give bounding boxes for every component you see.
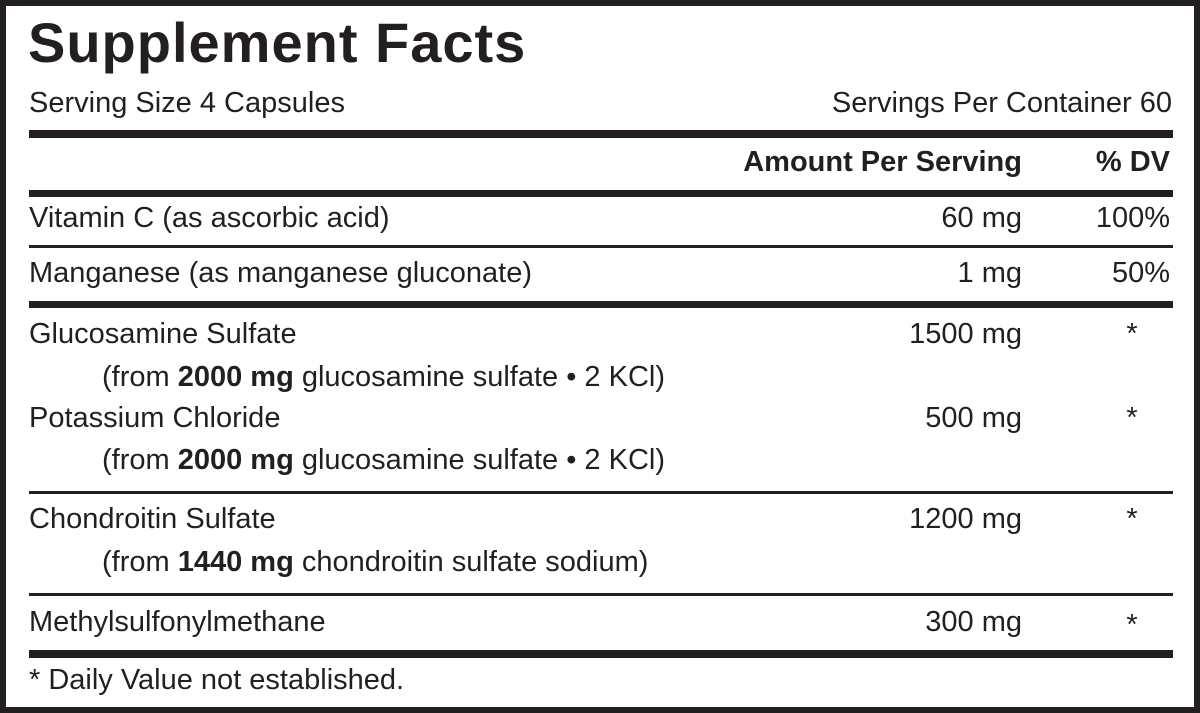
nutrient-dv: *	[1126, 503, 1138, 535]
footnote: * Daily Value not established.	[29, 664, 405, 696]
divider-thin	[29, 245, 1173, 248]
divider-thick	[29, 301, 1173, 308]
divider-thick	[29, 650, 1173, 658]
nutrient-dv: *	[1126, 318, 1138, 350]
nutrient-amount: 60 mg	[941, 202, 1022, 234]
nutrient-amount: 1 mg	[957, 257, 1022, 289]
divider-thin	[29, 491, 1173, 494]
nutrient-amount: 300 mg	[925, 606, 1022, 638]
nutrient-source: (from 2000 mg glucosamine sulfate • 2 KC…	[102, 361, 666, 393]
nutrient-dv: 100%	[1095, 202, 1170, 234]
serving-size: Serving Size 4 Capsules	[29, 87, 345, 119]
nutrient-name: Manganese (as manganese gluconate)	[29, 257, 532, 289]
nutrient-name: Vitamin C (as ascorbic acid)	[29, 202, 390, 234]
nutrient-amount: 1500 mg	[909, 318, 1022, 350]
header-dv: % DV	[1095, 146, 1170, 178]
nutrient-name: Potassium Chloride	[29, 402, 281, 434]
nutrient-amount: 1200 mg	[909, 503, 1022, 535]
nutrient-dv: 50%	[1111, 257, 1170, 289]
nutrient-source: (from 2000 mg glucosamine sulfate • 2 KC…	[102, 444, 666, 476]
divider-thin	[29, 593, 1173, 596]
nutrient-source: (from 1440 mg chondroitin sulfate sodium…	[102, 546, 649, 578]
nutrient-dv: *	[1126, 402, 1138, 434]
nutrient-name: Chondroitin Sulfate	[29, 503, 276, 535]
label-title: Supplement Facts	[28, 11, 527, 74]
nutrient-name: Methylsulfonylmethane	[29, 606, 326, 638]
header-amount: Amount Per Serving	[743, 146, 1022, 178]
nutrient-name: Glucosamine Sulfate	[29, 318, 297, 350]
nutrient-amount: 500 mg	[925, 402, 1022, 434]
divider-thick	[29, 130, 1173, 138]
nutrient-dv: *	[1126, 609, 1138, 641]
servings-per-container: Servings Per Container 60	[831, 87, 1172, 119]
divider-thick	[29, 190, 1173, 197]
